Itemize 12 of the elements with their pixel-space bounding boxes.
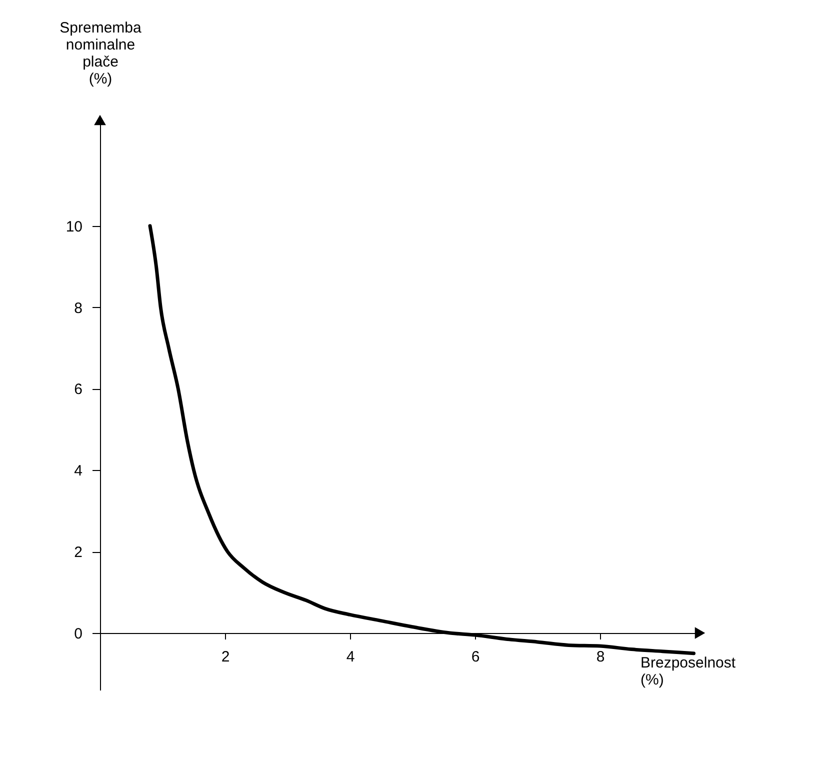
y-tick-label: 4: [74, 462, 82, 480]
x-tick-label: 6: [471, 648, 480, 666]
y-tick-label: 8: [74, 300, 82, 317]
x-axis-title: Brezposelnost (%): [640, 654, 736, 688]
y-tick-label: 2: [74, 544, 82, 562]
y-tick-label: 0: [74, 626, 82, 642]
x-tick-label: 8: [596, 648, 605, 666]
y-tick-label: 10: [66, 218, 82, 236]
y-tick-label: 6: [74, 381, 82, 398]
y-axis-title: Sprememba nominalne plače (%): [60, 20, 142, 88]
x-tick-label: 4: [346, 648, 355, 666]
x-tick-label: 2: [221, 648, 230, 666]
